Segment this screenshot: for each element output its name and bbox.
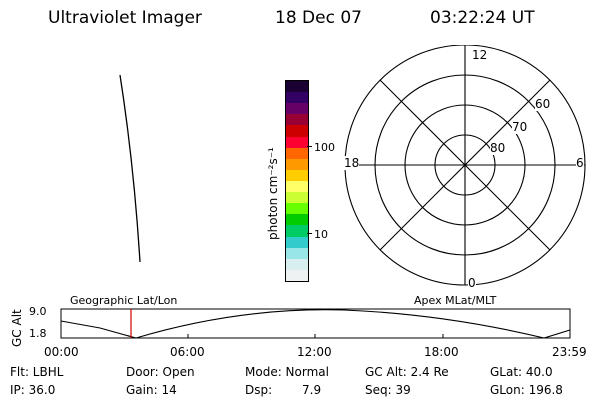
status-gc-alt: GC Alt: 2.4 Re — [365, 365, 449, 379]
altitude-timeline-plot — [60, 308, 571, 339]
status-seq: Seq: 39 — [365, 383, 411, 397]
colorbar-band-0 — [286, 81, 308, 93]
colorbar-band-13 — [286, 225, 308, 237]
timeline-tick-0600: 06:00 — [170, 345, 205, 359]
colorbar-band-6 — [286, 147, 308, 159]
timeline-frame — [60, 308, 571, 339]
status-glon: GLon: 196.8 — [490, 383, 563, 397]
colorbar-band-9 — [286, 180, 308, 193]
timeline-right-title: Apex MLat/MLT — [414, 294, 497, 307]
lat-label-70: 70 — [512, 120, 528, 134]
timeline-y-label: GC Alt — [10, 309, 24, 347]
timeline-left-title: Geographic Lat/Lon — [70, 294, 178, 307]
colorbar-band-1 — [286, 92, 308, 104]
status-gain: Gain: 14 — [126, 383, 177, 397]
lat-label-80: 80 — [490, 141, 506, 155]
status-mode: Mode: Normal — [245, 365, 329, 379]
timeline-tick-1800: 18:00 — [424, 345, 459, 359]
colorbar-band-3 — [286, 114, 308, 126]
limb-arc-line — [119, 74, 141, 263]
lat-label-60: 60 — [535, 97, 551, 111]
colorbar-band-11 — [286, 203, 308, 215]
colorbar-band-7 — [286, 158, 308, 170]
status-door: Door: Open — [126, 365, 195, 379]
status-ip: IP: 36.0 — [10, 383, 56, 397]
timeline-tick-2359: 23:59 — [552, 345, 587, 359]
mlt-label-18: 18 — [344, 156, 360, 170]
colorbar-band-8 — [286, 169, 308, 181]
polar-diagonal-b — [379, 79, 551, 251]
status-dsp-label: Dsp: — [245, 383, 273, 397]
colorbar-tickmark-10 — [307, 233, 312, 234]
status-filter: Flt: LBHL — [10, 365, 64, 379]
colorbar-tick-10: 10 — [314, 228, 328, 241]
status-dsp-value: 7.9 — [302, 383, 322, 397]
mlt-label-0: 0 — [468, 276, 476, 290]
timeline-tick-0000: 00:00 — [44, 345, 79, 359]
colorbar-band-16 — [286, 258, 308, 270]
polar-grid — [344, 45, 586, 286]
colorbar-band-5 — [286, 136, 308, 148]
mlt-label-6: 6 — [576, 156, 584, 170]
colorbar-unit-label: photon cm⁻²s⁻¹ — [266, 147, 280, 240]
instrument-title: Ultraviolet Imager — [48, 8, 202, 28]
colorbar-band-10 — [286, 192, 308, 204]
colorbar-band-15 — [286, 247, 308, 259]
colorbar-band-12 — [286, 214, 308, 226]
colorbar-band-2 — [286, 103, 308, 115]
limb-arc-plot — [119, 74, 141, 263]
colorbar-tick-100: 100 — [314, 141, 335, 154]
color-scale-bar — [285, 80, 309, 282]
colorbar-tickmark-100 — [307, 146, 312, 147]
status-glat: GLat: 40.0 — [490, 365, 553, 379]
mlt-label-12: 12 — [472, 48, 488, 62]
timeline-y-max: 9.0 — [29, 305, 47, 318]
colorbar-band-17 — [286, 269, 308, 281]
timeline-tick-1200: 12:00 — [297, 345, 332, 359]
colorbar-band-14 — [286, 236, 308, 248]
time-label: 03:22:24 UT — [430, 8, 535, 28]
colorbar-band-4 — [286, 125, 308, 137]
timeline-y-min: 1.8 — [29, 327, 47, 340]
altitude-curve — [60, 309, 571, 339]
date-label: 18 Dec 07 — [275, 8, 362, 28]
